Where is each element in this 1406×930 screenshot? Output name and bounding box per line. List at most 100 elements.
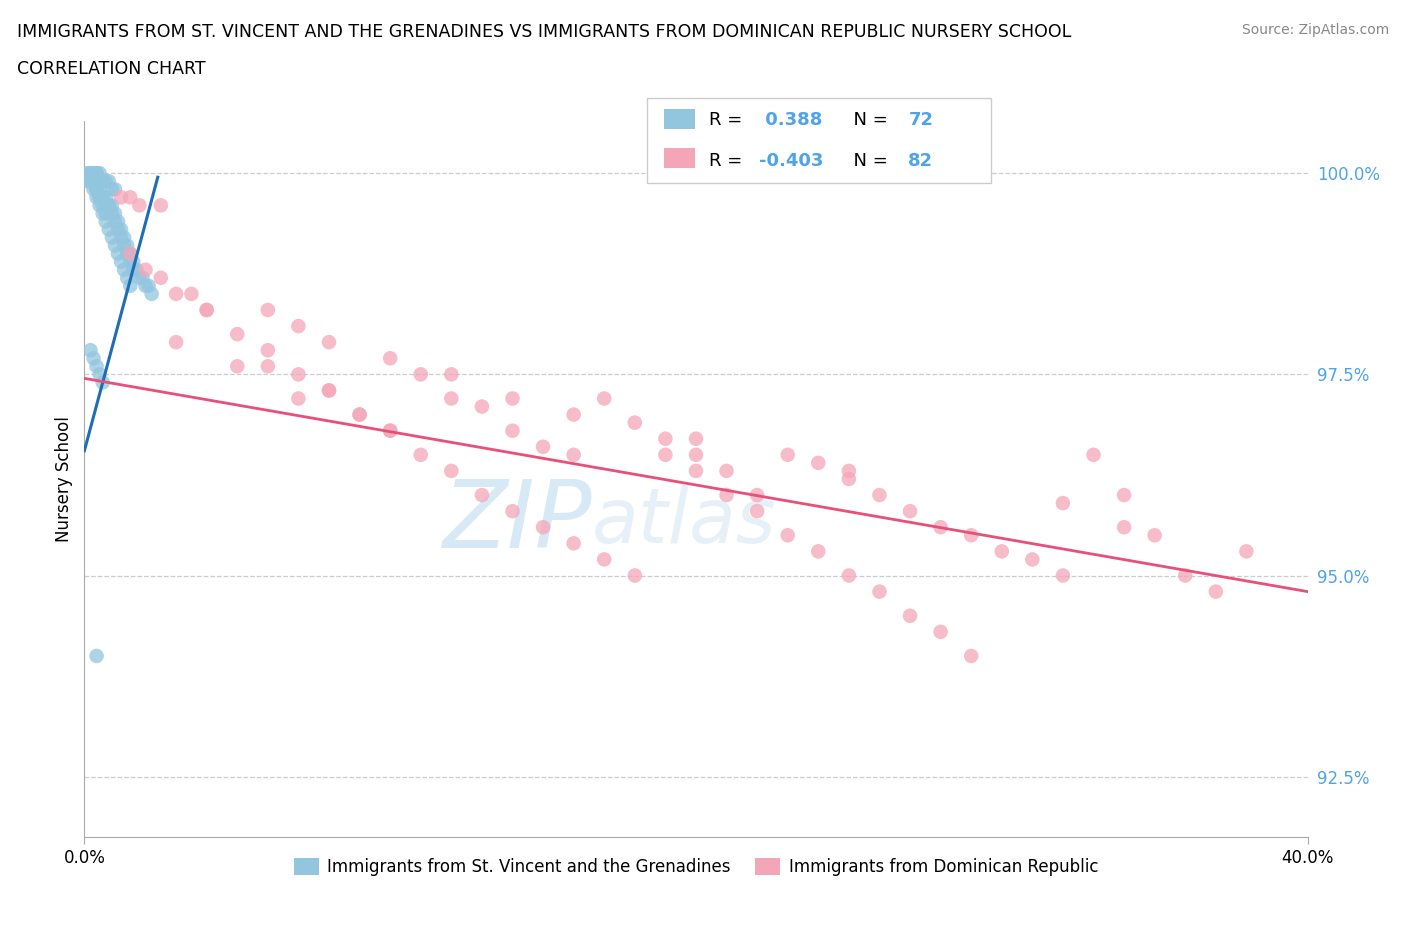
Point bbox=[135, 262, 157, 277]
Point bbox=[79, 166, 101, 180]
Point bbox=[110, 230, 132, 245]
Point bbox=[593, 391, 616, 405]
Point bbox=[101, 230, 124, 245]
Text: -0.403: -0.403 bbox=[759, 152, 824, 169]
Point bbox=[1052, 568, 1074, 583]
Point bbox=[79, 343, 101, 358]
Point bbox=[318, 383, 340, 398]
Point bbox=[776, 528, 799, 543]
Point bbox=[349, 407, 371, 422]
Point bbox=[1236, 544, 1258, 559]
Point bbox=[1021, 552, 1043, 567]
Text: IMMIGRANTS FROM ST. VINCENT AND THE GRENADINES VS IMMIGRANTS FROM DOMINICAN REPU: IMMIGRANTS FROM ST. VINCENT AND THE GREN… bbox=[17, 23, 1071, 41]
Point bbox=[86, 182, 108, 197]
Text: CORRELATION CHART: CORRELATION CHART bbox=[17, 60, 205, 78]
Point bbox=[654, 447, 676, 462]
Point bbox=[440, 367, 463, 382]
Point bbox=[120, 254, 142, 269]
Point bbox=[101, 198, 124, 213]
Point bbox=[1143, 528, 1166, 543]
Point bbox=[94, 190, 117, 205]
Point bbox=[110, 190, 132, 205]
Point bbox=[807, 544, 830, 559]
Point bbox=[898, 608, 921, 623]
Point bbox=[107, 222, 129, 237]
Point bbox=[97, 222, 120, 237]
Point bbox=[86, 182, 108, 197]
Point bbox=[86, 648, 108, 663]
Text: N =: N = bbox=[842, 152, 894, 169]
Point bbox=[89, 166, 111, 180]
Point bbox=[91, 198, 114, 213]
Point bbox=[83, 174, 105, 189]
Point bbox=[991, 544, 1014, 559]
Point bbox=[94, 198, 117, 213]
Point bbox=[128, 198, 150, 213]
Point bbox=[107, 246, 129, 261]
Point bbox=[531, 439, 554, 454]
Point bbox=[654, 432, 676, 446]
Point bbox=[624, 415, 647, 430]
Text: atlas: atlas bbox=[592, 485, 776, 559]
Point bbox=[94, 214, 117, 229]
Point bbox=[76, 166, 98, 180]
Text: R =: R = bbox=[709, 152, 748, 169]
Point bbox=[502, 391, 524, 405]
Point bbox=[776, 447, 799, 462]
Point bbox=[1083, 447, 1105, 462]
Point bbox=[89, 182, 111, 197]
Point bbox=[440, 463, 463, 478]
Point bbox=[104, 182, 127, 197]
Point bbox=[89, 190, 111, 205]
Point bbox=[138, 278, 160, 293]
Point bbox=[120, 190, 142, 205]
Point bbox=[440, 391, 463, 405]
Point bbox=[471, 399, 494, 414]
Point bbox=[94, 174, 117, 189]
Point bbox=[83, 174, 105, 189]
Point bbox=[380, 423, 402, 438]
Point bbox=[624, 568, 647, 583]
Point bbox=[531, 520, 554, 535]
Point bbox=[86, 166, 108, 180]
Point bbox=[79, 166, 101, 180]
Text: 0.388: 0.388 bbox=[759, 111, 823, 128]
Point bbox=[86, 359, 108, 374]
Point bbox=[380, 423, 402, 438]
Point bbox=[960, 648, 983, 663]
Point bbox=[409, 367, 432, 382]
Point bbox=[562, 447, 585, 462]
Point bbox=[380, 351, 402, 365]
Point bbox=[122, 254, 145, 269]
Point bbox=[101, 182, 124, 197]
Point bbox=[86, 190, 108, 205]
Point bbox=[112, 262, 135, 277]
Point bbox=[1114, 520, 1136, 535]
Point bbox=[1052, 496, 1074, 511]
Point bbox=[83, 351, 105, 365]
Point bbox=[409, 447, 432, 462]
Point bbox=[180, 286, 202, 301]
Point bbox=[97, 174, 120, 189]
Point bbox=[112, 230, 135, 245]
Point bbox=[838, 568, 860, 583]
Point bbox=[115, 238, 138, 253]
Point bbox=[83, 166, 105, 180]
Point bbox=[502, 504, 524, 519]
Point bbox=[929, 624, 952, 639]
Point bbox=[287, 319, 309, 334]
Point bbox=[91, 206, 114, 220]
Point bbox=[747, 504, 769, 519]
Point bbox=[110, 222, 132, 237]
Point bbox=[131, 271, 153, 286]
Point bbox=[120, 278, 142, 293]
Point bbox=[807, 456, 830, 471]
Point bbox=[122, 262, 145, 277]
Text: 72: 72 bbox=[908, 111, 934, 128]
Text: Source: ZipAtlas.com: Source: ZipAtlas.com bbox=[1241, 23, 1389, 37]
Point bbox=[562, 407, 585, 422]
Legend: Immigrants from St. Vincent and the Grenadines, Immigrants from Dominican Republ: Immigrants from St. Vincent and the Gren… bbox=[287, 851, 1105, 883]
Point bbox=[747, 487, 769, 502]
Point bbox=[86, 166, 108, 180]
Point bbox=[120, 246, 142, 261]
